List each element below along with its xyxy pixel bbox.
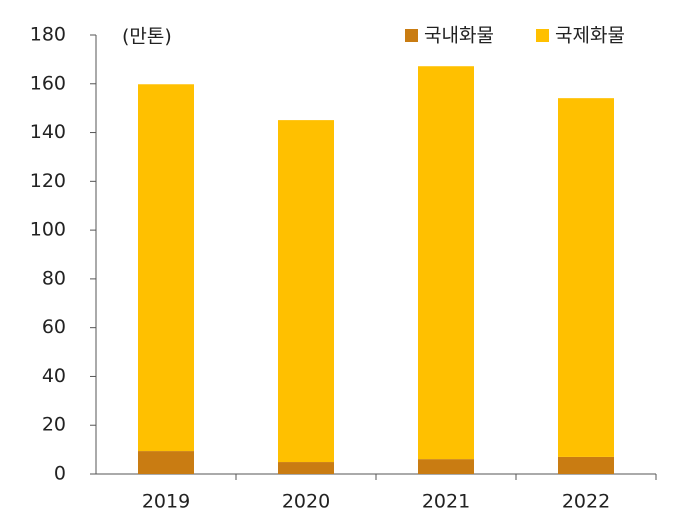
legend-swatch (405, 29, 418, 42)
bar-segment (418, 66, 474, 460)
x-tick-label: 2022 (562, 491, 610, 513)
y-tick-label: 0 (54, 463, 66, 485)
bar-segment (278, 120, 334, 463)
y-tick-label: 80 (42, 267, 66, 289)
y-tick-label: 40 (42, 365, 66, 387)
bar-segment (418, 459, 474, 474)
bar-segment (558, 456, 614, 474)
y-tick-label: 180 (30, 24, 66, 46)
unit-label: (만톤) (122, 26, 172, 48)
x-tick-label: 2021 (422, 491, 470, 513)
y-tick-label: 60 (42, 316, 66, 338)
x-tick-label: 2019 (142, 491, 190, 513)
legend-swatch (536, 29, 549, 42)
y-tick-label: 140 (30, 121, 66, 143)
y-tick-label: 20 (42, 414, 66, 436)
legend-label: 국제화물 (555, 25, 625, 47)
bar-segment (138, 84, 194, 452)
y-tick-label: 120 (30, 170, 66, 192)
x-tick-label: 2020 (282, 491, 330, 513)
y-tick-label: 100 (30, 219, 66, 241)
bar-segment (278, 462, 334, 474)
y-tick-label: 160 (30, 72, 66, 94)
bar-segment (138, 451, 194, 474)
legend-label: 국내화물 (424, 25, 494, 47)
bar-segment (558, 98, 614, 457)
